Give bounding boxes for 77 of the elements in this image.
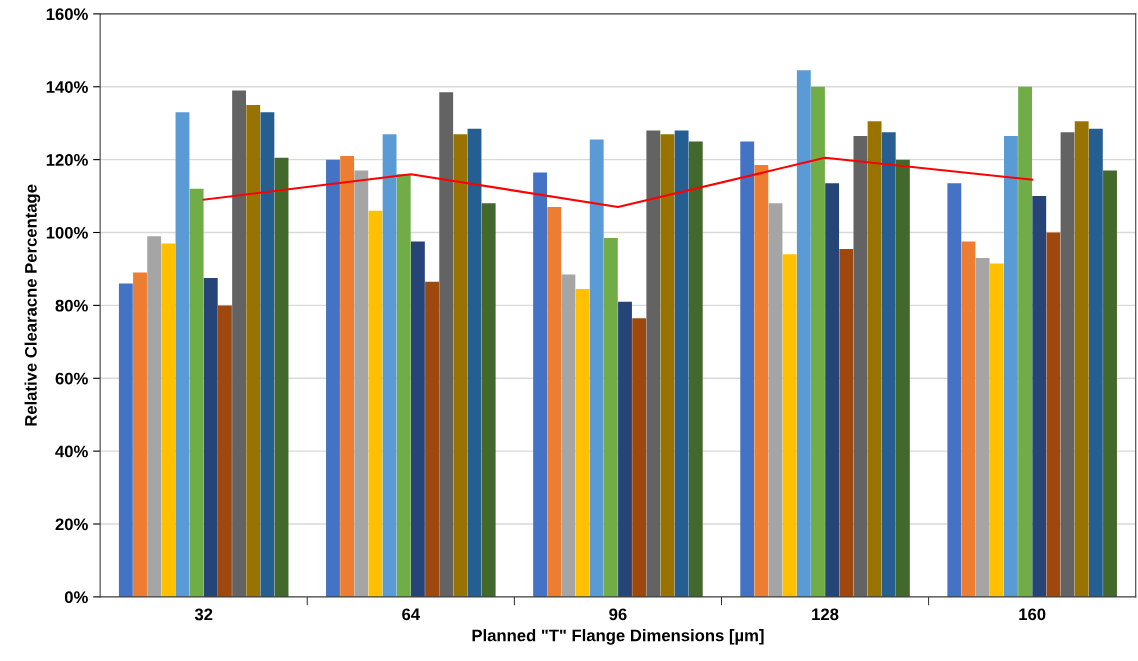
bar — [1018, 86, 1033, 597]
bar — [881, 132, 896, 597]
bar — [674, 130, 689, 597]
bar — [161, 243, 176, 597]
bar — [246, 104, 261, 597]
x-axis-title: Planned "T" Flange Dimensions [µm] — [472, 629, 764, 645]
bar — [340, 155, 355, 597]
bar — [203, 278, 218, 597]
bar — [410, 241, 425, 597]
bar — [1060, 132, 1075, 597]
bar — [853, 135, 868, 597]
y-axis-title: Relative Clearacne Percentage — [24, 184, 41, 426]
bar — [481, 203, 496, 597]
y-tick-label: 60% — [55, 372, 88, 385]
bar — [1004, 135, 1018, 597]
y-tick-label: 20% — [55, 518, 88, 531]
x-tick-label: 96 — [609, 608, 627, 621]
x-tick-label: 64 — [402, 608, 420, 621]
y-tick-label: 160% — [46, 8, 88, 21]
bar — [895, 159, 910, 597]
bar — [811, 86, 825, 597]
bar — [547, 207, 562, 597]
bar — [218, 305, 232, 597]
bar — [1074, 121, 1089, 597]
bar — [1032, 196, 1047, 597]
bar — [354, 170, 369, 597]
bar — [754, 165, 769, 597]
bar — [603, 237, 618, 597]
y-tick-label: 40% — [55, 445, 88, 458]
bar — [147, 236, 162, 597]
bar — [133, 272, 147, 597]
x-tick-label: 160 — [1019, 608, 1046, 621]
bar — [825, 183, 840, 597]
y-tick-label: 120% — [46, 154, 88, 166]
y-tick-label: 140% — [46, 81, 88, 93]
y-tick-label: 80% — [55, 299, 88, 312]
bar — [796, 70, 811, 597]
bar — [589, 139, 604, 597]
bar — [660, 134, 675, 597]
bar — [688, 141, 703, 597]
bar — [1046, 232, 1061, 597]
bar — [453, 134, 468, 597]
bar — [260, 112, 275, 597]
y-tick-label: 100% — [46, 226, 88, 239]
bar — [575, 288, 590, 597]
bar — [961, 241, 976, 597]
bar — [561, 274, 576, 597]
bar — [189, 188, 204, 597]
bar — [947, 183, 962, 597]
y-tick-label: 0% — [64, 591, 88, 604]
bar — [989, 263, 1004, 597]
bar — [425, 281, 439, 597]
bar — [646, 130, 661, 597]
bar — [118, 283, 133, 597]
bar — [740, 141, 755, 597]
line-series — [202, 156, 1034, 209]
bar — [232, 90, 247, 597]
bar — [439, 92, 454, 597]
bar — [782, 254, 797, 597]
bar — [839, 248, 854, 597]
bar — [1103, 170, 1117, 597]
bar — [867, 121, 882, 597]
bar — [326, 159, 340, 597]
bar — [274, 157, 289, 597]
bar — [632, 318, 647, 597]
bar — [467, 128, 482, 597]
bar — [975, 258, 990, 597]
bar — [533, 172, 548, 597]
bar — [368, 210, 383, 597]
bar — [1088, 128, 1103, 597]
x-tick-label: 128 — [812, 608, 839, 621]
bar — [768, 203, 783, 597]
bar — [382, 134, 397, 597]
x-tick-label: 32 — [194, 608, 213, 621]
bar — [396, 174, 411, 597]
bar — [618, 301, 632, 597]
bar — [175, 112, 190, 597]
